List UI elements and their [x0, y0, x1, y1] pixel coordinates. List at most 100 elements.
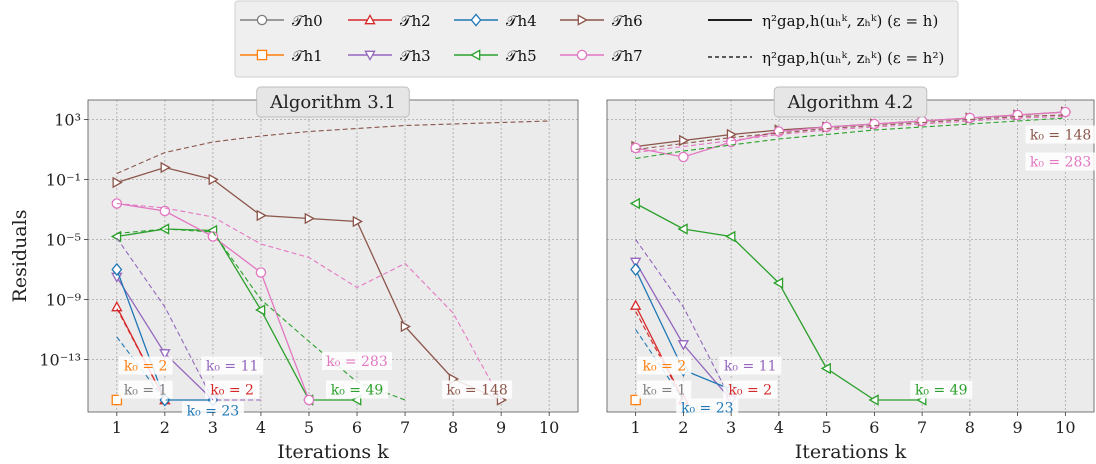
annotation-h2: k₀ = 2	[205, 380, 260, 399]
annotation-h6: k₀ = 148	[442, 380, 513, 399]
legend-item-h7: 𝒯h7	[560, 47, 643, 65]
x-ticks: 1 2 3 4 5 6 7 8 9 10 10³ 10⁻¹ 10⁻⁵ 10⁻⁹ 10⁻¹³	[39, 111, 559, 438]
legend-box	[234, 0, 959, 78]
annotation-text-h1: k₀ = 2	[642, 359, 686, 375]
legend-label-h7: 𝒯h7	[612, 47, 643, 65]
point-h6-1	[112, 176, 123, 189]
series-h7-solid	[111, 198, 315, 406]
point-h3-2	[677, 340, 690, 351]
point-h7-5	[303, 394, 315, 406]
x-ticks: 1 2 3 4 5 6 7 8 9 10	[631, 412, 1076, 437]
annotation-text-h3: k₀ = 11	[724, 359, 777, 375]
annotation-h4: k₀ = 23	[181, 401, 244, 420]
panel-algorithm-4-2: k₀ = 148 k₀ = 283 k₀ = 2 k₀ = 1 k₀ = 11 k₀ = …	[606, 86, 1096, 463]
point-h6-3	[208, 173, 219, 186]
y-tick-label: 10⁻⁹	[46, 291, 82, 310]
legend-marker-h1	[256, 49, 268, 61]
legend-item-dashed: η²gap,h(uₕᵏ, zₕᵏ) (ε = h²)	[708, 49, 944, 67]
annotation-bg	[723, 380, 778, 399]
legend-marker-h7	[576, 49, 588, 61]
annotation-text-h4: k₀ = 23	[187, 404, 240, 420]
annotation-text-h7: k₀ = 283	[326, 354, 387, 370]
title-box	[256, 86, 410, 118]
legend-item-h4: 𝒯h4	[454, 12, 537, 30]
point-h7-4	[255, 267, 267, 278]
x-tick-label: 5	[822, 418, 832, 437]
series-h7-dashed	[635, 115, 1066, 154]
x-tick-label: 4	[256, 418, 266, 437]
series-h3-dashed	[116, 237, 261, 401]
x-tick-label: 9	[496, 418, 506, 437]
annotation-text-h7: k₀ = 283	[1030, 155, 1091, 171]
annotation-h3: k₀ = 11	[201, 356, 264, 375]
x-tick-label: 1	[631, 418, 641, 437]
point-h5-1	[110, 230, 122, 243]
annotations: k₀ = 2 k₀ = 1 k₀ = 11 k₀ = 2 k₀ = 23 k₀ = 283…	[118, 352, 513, 420]
annotation-h4: k₀ = 23	[676, 398, 739, 417]
point-h5-5	[820, 362, 831, 375]
annotation-h0: k₀ = 1	[118, 380, 173, 399]
legend-item-h2: 𝒯h2	[348, 12, 431, 30]
annotation-text-h1: k₀ = 2	[124, 359, 168, 375]
point-h6-2	[160, 161, 171, 174]
series-h1-solid	[111, 394, 123, 406]
legend-label-h1: 𝒯h1	[292, 47, 323, 65]
point-h5-4	[255, 304, 266, 316]
line-h3-dashed	[635, 239, 732, 401]
annotation-bg	[181, 401, 244, 420]
x-tick-label: 8	[448, 418, 458, 437]
series-h2-dashed	[116, 308, 166, 401]
legend-label-h0: 𝒯h0	[292, 12, 323, 30]
annotation-text-h6: k₀ = 148	[1030, 128, 1091, 144]
x-tick-label: 8	[965, 418, 975, 437]
point-h3-2	[159, 349, 171, 360]
line-h6-dashed	[635, 114, 1066, 151]
legend-marker-h2	[364, 14, 376, 25]
panel-title: Algorithm 4.2	[787, 92, 914, 113]
x-tick-label: 10	[539, 418, 559, 437]
legend-label-h2: 𝒯h2	[400, 12, 431, 30]
line-h7-solid	[635, 111, 1066, 158]
annotation-h7: k₀ = 283	[322, 352, 393, 370]
x-tick-label: 6	[869, 418, 879, 437]
line-h7-dashed	[635, 115, 1066, 154]
legend-item-solid: η²gap,h(uₕᵏ, zₕᵏ) (ε = h)	[708, 12, 938, 30]
point-h7-3	[207, 231, 219, 242]
legend-marker-h5	[470, 49, 481, 61]
line-h7-dashed	[116, 202, 502, 401]
x-tick-label: 4	[774, 418, 784, 437]
legend-label-dashed: η²gap,h(uₕᵏ, zₕᵏ) (ε = h²)	[762, 49, 944, 67]
point-h7-2	[678, 151, 689, 163]
point-h5-3	[725, 230, 736, 243]
point-h2-1	[111, 301, 123, 312]
annotation-text-h0: k₀ = 1	[642, 383, 686, 399]
x-axis-label: Iterations k	[277, 441, 389, 463]
point-h3-1	[629, 257, 642, 268]
y-axis-label: Residuals	[9, 210, 31, 303]
y-tick-label: 10⁻¹³	[39, 351, 81, 370]
point-h7-9	[1012, 109, 1023, 121]
point-h6-2	[679, 134, 690, 147]
annotation-bg	[1025, 125, 1096, 144]
legend-item-h6: 𝒯h6	[560, 12, 643, 30]
x-tick-label: 7	[400, 418, 410, 437]
point-h5-4	[772, 277, 784, 289]
series-h5-dashed	[635, 117, 1066, 160]
x-tick-label: 3	[208, 418, 218, 437]
point-h2-1	[629, 299, 642, 310]
point-h5-6	[868, 394, 879, 406]
series-h6-dashed	[635, 114, 1066, 151]
point-h6-4	[256, 209, 267, 222]
panel-title: Algorithm 3.1	[269, 92, 396, 113]
grid	[88, 100, 578, 412]
point-h5-1	[629, 197, 640, 210]
annotation-bg	[1025, 152, 1096, 171]
annotation-bg	[322, 352, 393, 370]
point-h7-1	[630, 142, 641, 154]
legend-item-h3: 𝒯h3	[348, 47, 431, 65]
point-h1-1	[630, 394, 641, 406]
series-h3-dashed	[635, 239, 732, 401]
point-h1-1	[111, 394, 123, 406]
panel-algorithm-3-1: k₀ = 2 k₀ = 1 k₀ = 11 k₀ = 2 k₀ = 23 k₀ = 283…	[9, 86, 579, 463]
x-tick-label: 7	[917, 418, 927, 437]
